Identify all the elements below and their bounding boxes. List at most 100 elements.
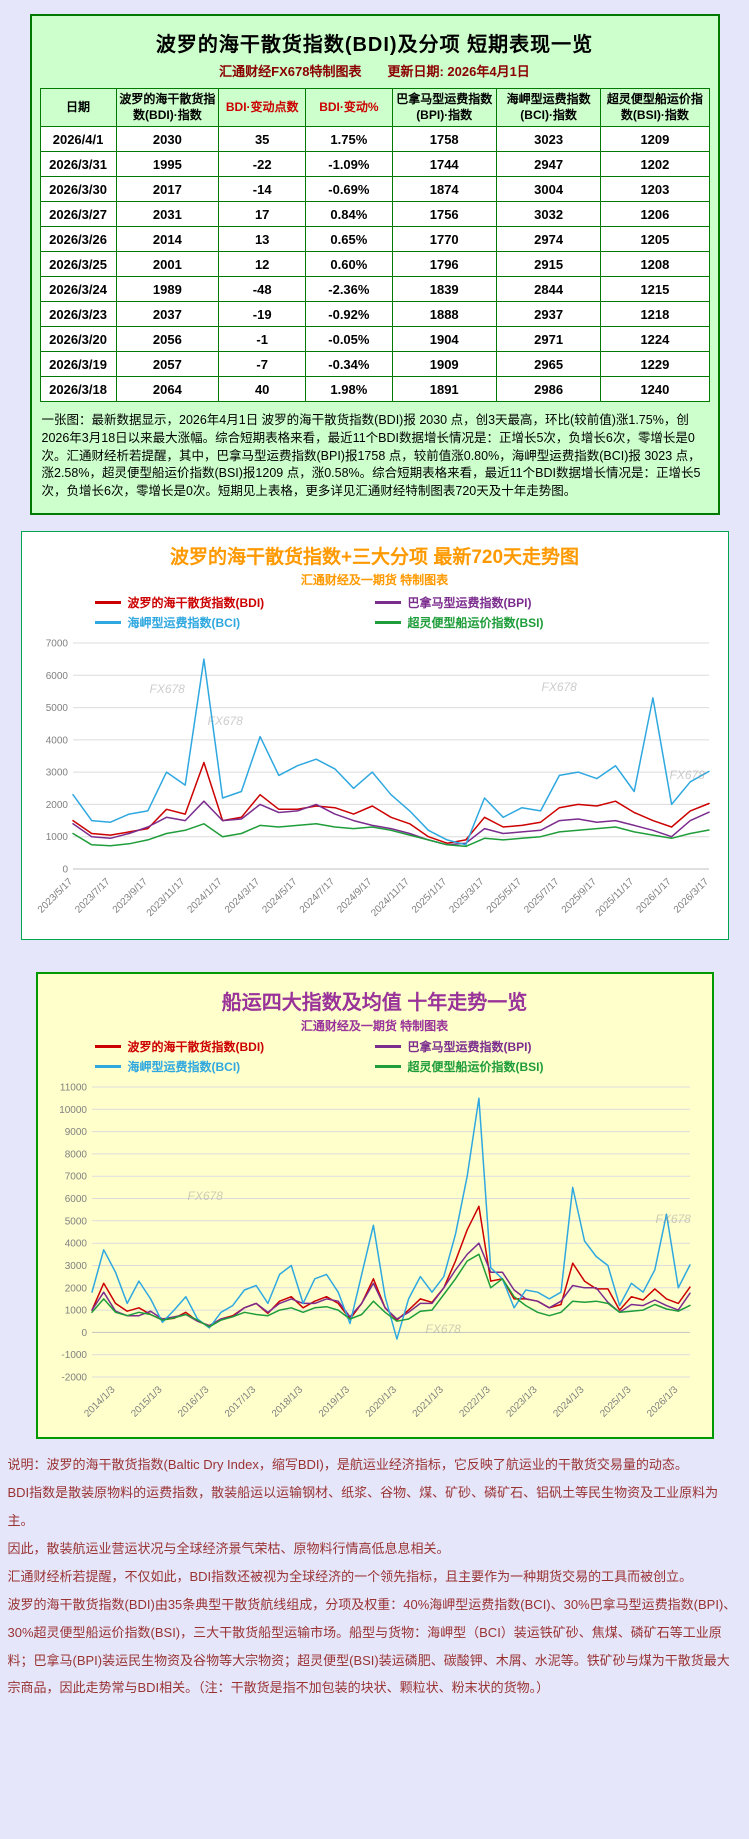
table-cell: -7	[218, 351, 307, 378]
legend-line-icon	[94, 1064, 121, 1068]
legend-item-bci: 海岬型运费指数(BCI)	[94, 614, 375, 631]
table-cell: 3004	[495, 176, 602, 203]
table-row: 2026/3/27 2031 17 0.84% 1756 3032 1206	[39, 201, 710, 228]
svg-text:2018/1/3: 2018/1/3	[269, 1384, 305, 1420]
table-cell: -0.34%	[305, 351, 393, 378]
svg-text:2025/9/17: 2025/9/17	[559, 876, 599, 916]
table-cell: 2986	[495, 376, 602, 403]
table-cell: 3023	[495, 126, 602, 153]
legend-line-icon	[374, 600, 401, 604]
svg-text:2000: 2000	[45, 800, 68, 811]
page-title: 波罗的海干散货指数(BDI)及分项 短期表现一览	[155, 34, 594, 56]
table-cell: 2017	[115, 176, 220, 203]
table-cell: -2.36%	[305, 276, 393, 303]
table-cell: 2026/4/1	[39, 126, 117, 153]
svg-text:2025/1/17: 2025/1/17	[409, 876, 449, 916]
svg-text:2024/7/17: 2024/7/17	[297, 876, 337, 916]
chart-10y-subtitle: 汇通财经及一期货 特制图表	[300, 1018, 449, 1033]
table-cell: 2026/3/20	[39, 326, 117, 353]
svg-text:9000: 9000	[64, 1127, 87, 1138]
chart-720-title: 波罗的海干散货指数+三大分项 最新720天走势图	[169, 546, 580, 568]
table-cell: 1796	[391, 251, 497, 278]
chart-10y-panel: 船运四大指数及均值 十年走势一览 汇通财经及一期货 特制图表 波罗的海干散货指数…	[35, 971, 714, 1439]
table-cell: 2014	[115, 226, 220, 253]
svg-text:7000: 7000	[45, 638, 68, 649]
svg-text:11000: 11000	[59, 1082, 87, 1093]
description-line: 汇通财经析若提醒，不仅如此，BDI指数还被视为全球经济的一个领先指标，且主要作为…	[7, 1568, 693, 1584]
table-cell: 1208	[600, 251, 710, 278]
table-cell: 2056	[115, 326, 220, 353]
table-note: 一张图：最新数据显示，2026年4月1日 波罗的海干散货指数(BDI)报 203…	[41, 413, 701, 499]
header-row: 日期 波罗的海干散货指数(BDI)·指数 BDI·变动点数 BDI·变动% 巴拿马型运费…	[39, 87, 710, 128]
table-cell: 1756	[391, 201, 497, 228]
svg-text:2025/11/17: 2025/11/17	[593, 876, 636, 919]
table-cell: -19	[218, 301, 307, 328]
legend-line-icon	[374, 1064, 401, 1068]
svg-text:2026/1/3: 2026/1/3	[645, 1384, 681, 1420]
table-cell: 1218	[600, 301, 710, 328]
svg-text:2021/1/3: 2021/1/3	[410, 1384, 446, 1420]
table-row: 2026/3/23 2037 -19 -0.92% 1888 2937 1218	[39, 301, 710, 328]
svg-text:2024/9/17: 2024/9/17	[335, 876, 375, 916]
svg-text:6000: 6000	[45, 671, 68, 682]
table-cell: 2030	[115, 126, 220, 153]
table-cell: 1229	[600, 351, 710, 378]
svg-text:5000: 5000	[45, 703, 68, 714]
legend-item-bsi: 超灵便型船运价指数(BSI)	[374, 1058, 655, 1075]
legend-item-bci: 海岬型运费指数(BCI)	[94, 1058, 375, 1075]
chart-10y-plot: -2000 -1000 0 1000 2000 3000 4000 5000 6000 7000 8…	[44, 1079, 706, 1431]
table-cell: 2037	[115, 301, 220, 328]
chart-720-panel: 波罗的海干散货指数+三大分项 最新720天走势图 汇通财经及一期货 特制图表 波…	[20, 530, 729, 940]
svg-text:1000: 1000	[64, 1306, 87, 1317]
svg-text:2026/3/17: 2026/3/17	[671, 876, 711, 916]
column-header: 海岬型运费指数(BCI)·指数	[495, 87, 602, 128]
table-cell: 2915	[495, 251, 602, 278]
table-cell: 1758	[391, 126, 497, 153]
svg-text:2023/11/17: 2023/11/17	[144, 876, 187, 919]
table-cell: -1	[218, 326, 307, 353]
table-cell: 13	[218, 226, 307, 253]
svg-text:2025/3/17: 2025/3/17	[447, 876, 487, 916]
legend-line-icon	[94, 600, 121, 604]
table-cell: -1.09%	[305, 151, 393, 178]
table-row: 2026/3/20 2056 -1 -0.05% 1904 2971 1224	[39, 326, 710, 353]
chart-720-plot: 0 1000 2000 3000 4000 5000 6000 7000 2023/5/17 20…	[25, 635, 725, 935]
chart-720-legend: 波罗的海干散货指数(BDI) 巴拿马型运费指数(BPI) 海岬型运费指数(BCI) 超…	[94, 594, 655, 631]
table-cell: 2026/3/30	[39, 176, 117, 203]
column-header: 波罗的海干散货指数(BDI)·指数	[115, 87, 220, 128]
chart-720-subtitle: 汇通财经及一期货 特制图表	[300, 572, 449, 587]
table-cell: 2031	[115, 201, 220, 228]
table-cell: 2965	[495, 351, 602, 378]
svg-text:6000: 6000	[64, 1194, 87, 1205]
description: 说明：波罗的海干散货指数(Baltic Dry Index，缩写BDI)，是航运…	[8, 1451, 742, 1702]
table-cell: 2026/3/18	[39, 376, 117, 403]
svg-text:2020/1/3: 2020/1/3	[363, 1384, 399, 1420]
legend-label: 超灵便型船运价指数(BSI)	[407, 615, 544, 630]
svg-text:2016/1/3: 2016/1/3	[176, 1384, 212, 1420]
legend-item-bpi: 巴拿马型运费指数(BPI)	[374, 594, 655, 611]
legend-line-icon	[374, 1044, 401, 1048]
short-term-panel: 波罗的海干散货指数(BDI)及分项 短期表现一览 汇通财经FX678特制图表 更新…	[29, 14, 720, 515]
table-row: 2026/3/24 1989 -48 -2.36% 1839 2844 1215	[39, 276, 710, 303]
column-header: BDI·变动点数	[218, 87, 307, 128]
table-cell: 40	[218, 376, 307, 403]
table-cell: 0.60%	[305, 251, 393, 278]
table-cell: 2026/3/19	[39, 351, 117, 378]
table-row: 2026/3/26 2014 13 0.65% 1770 2974 1205	[39, 226, 710, 253]
table-row: 2026/4/1 2030 35 1.75% 1758 3023 1209	[39, 126, 710, 153]
svg-text:0: 0	[81, 1328, 87, 1339]
table-cell: -0.69%	[305, 176, 393, 203]
chart-10y-legend: 波罗的海干散货指数(BDI) 巴拿马型运费指数(BPI) 海岬型运费指数(BCI) 超…	[94, 1038, 655, 1075]
table-cell: 1888	[391, 301, 497, 328]
table-row: 2026/3/31 1995 -22 -1.09% 1744 2947 1202	[39, 151, 710, 178]
svg-text:2019/1/3: 2019/1/3	[316, 1384, 352, 1420]
table-cell: 1.98%	[305, 376, 393, 403]
legend-label: 超灵便型船运价指数(BSI)	[407, 1059, 544, 1074]
svg-text:2025/1/3: 2025/1/3	[598, 1384, 634, 1420]
legend-line-icon	[94, 620, 121, 624]
svg-text:8000: 8000	[64, 1149, 87, 1160]
table-cell: 35	[218, 126, 307, 153]
legend-label: 海岬型运费指数(BCI)	[127, 1059, 241, 1074]
table-cell: 1995	[115, 151, 220, 178]
svg-text:2025/7/17: 2025/7/17	[522, 876, 562, 916]
